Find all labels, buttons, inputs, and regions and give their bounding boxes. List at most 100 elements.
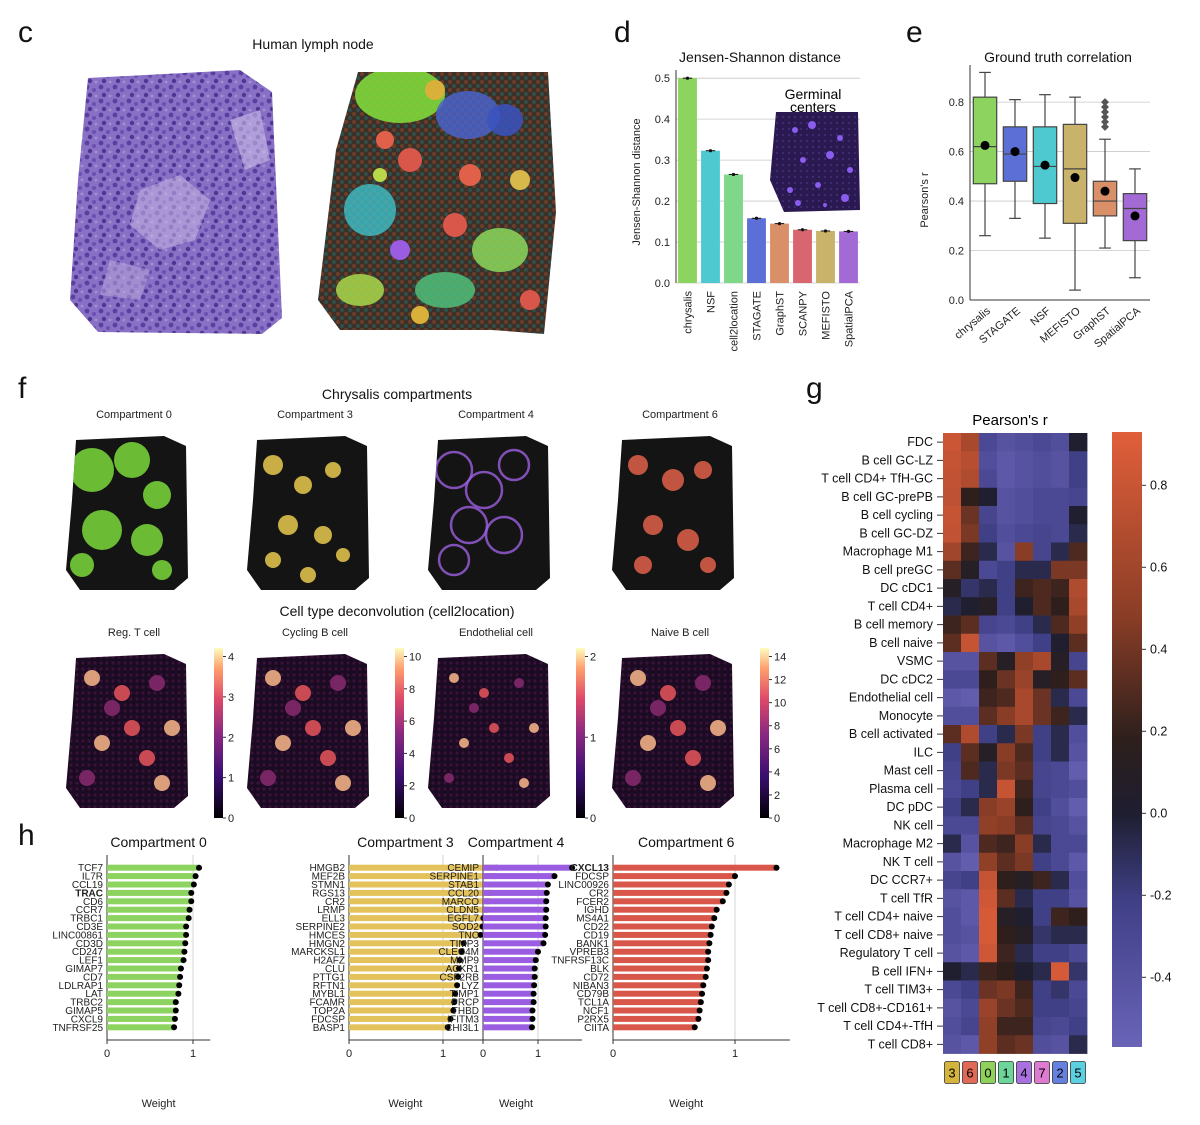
hbar-point bbox=[697, 999, 704, 1006]
heatmap-cell bbox=[1051, 1017, 1070, 1036]
signal-blob bbox=[643, 515, 663, 535]
bar-SCANPY bbox=[793, 229, 812, 283]
mean-point bbox=[1070, 173, 1080, 183]
row-label: T cell TIM3+ bbox=[864, 983, 933, 997]
heatmap-cell bbox=[1051, 542, 1070, 562]
abundance-spot bbox=[650, 700, 666, 716]
heatmap-cell bbox=[1033, 998, 1052, 1018]
mean-point bbox=[1010, 147, 1020, 157]
row-label: Endothelial cell bbox=[849, 691, 933, 705]
heatmap-cell bbox=[1069, 944, 1088, 963]
heatmap-cell bbox=[1051, 633, 1070, 653]
heatmap-cell bbox=[979, 487, 998, 507]
heatmap-cell bbox=[1015, 487, 1034, 507]
heatmap-cell bbox=[1069, 670, 1088, 689]
gene-label: NCF1 bbox=[583, 1006, 610, 1017]
heatmap-cell bbox=[1051, 761, 1070, 781]
heatmap-cell bbox=[997, 579, 1016, 598]
column-label: 4 bbox=[1020, 1066, 1027, 1081]
heatmap-cell bbox=[1015, 962, 1034, 981]
row-label: Macrophage M2 bbox=[843, 837, 933, 851]
abundance-spot bbox=[275, 735, 291, 751]
gene-label: IL7R bbox=[82, 872, 103, 883]
row-label: DC CCR7+ bbox=[870, 873, 933, 887]
heatmap-cell bbox=[1051, 652, 1070, 671]
heatmap-cell bbox=[1033, 597, 1052, 616]
colorbar-tick: 10 bbox=[774, 698, 786, 710]
hbar-point bbox=[455, 973, 462, 980]
heatmap-cell bbox=[979, 633, 998, 653]
panel-label-g: g bbox=[806, 372, 823, 405]
heatmap-cell bbox=[1069, 980, 1088, 1000]
heatmap-cell bbox=[1069, 542, 1088, 562]
gene-label: GIMAP5 bbox=[65, 1006, 103, 1017]
chart-e-boxes bbox=[972, 71, 1148, 291]
heatmap-cell bbox=[997, 761, 1016, 781]
hbar-point bbox=[543, 889, 550, 896]
heatmap-cell bbox=[1069, 524, 1088, 543]
heatmap-cell bbox=[1015, 761, 1034, 781]
heatmap-cell bbox=[1069, 706, 1088, 726]
heatmap-cell bbox=[1051, 469, 1070, 489]
gene-label: LINC00861 bbox=[52, 930, 103, 941]
colorbar-tick: 4 bbox=[774, 767, 780, 779]
gene-label: SERPINE1 bbox=[430, 872, 480, 883]
colorbar-tick: 0 bbox=[409, 813, 415, 825]
heatmap-cell bbox=[961, 542, 980, 562]
heatmap-cell bbox=[961, 652, 980, 671]
heatmap-cell bbox=[1015, 615, 1034, 635]
hbar-title: Compartment 3 bbox=[357, 834, 454, 850]
hbar-TIMP1 bbox=[483, 990, 534, 997]
heatmap-cell bbox=[943, 779, 962, 799]
gene-label: THBD bbox=[452, 1006, 479, 1017]
heatmap-cell bbox=[943, 652, 962, 671]
compartment-title: Compartment 4 bbox=[458, 409, 534, 421]
heatmap-cell bbox=[943, 706, 962, 726]
heatmap-cell bbox=[961, 579, 980, 598]
box-chrysalis bbox=[972, 71, 998, 237]
gene-label: TCF7 bbox=[78, 863, 103, 874]
colorbar-tick: 8 bbox=[409, 684, 415, 696]
heatmap-cell bbox=[1015, 469, 1034, 489]
x-tick-label: 1 bbox=[535, 1048, 541, 1060]
heatmap-cells bbox=[943, 433, 1088, 1054]
gene-label: CLU bbox=[325, 964, 345, 975]
hbar-point bbox=[477, 931, 484, 938]
heatmap-cell bbox=[1069, 779, 1088, 799]
heatmap-cell bbox=[979, 725, 998, 744]
gene-label: CD22 bbox=[583, 922, 609, 933]
heatmap-cell bbox=[1051, 743, 1070, 762]
heatmap-cell bbox=[943, 615, 962, 635]
heatmap-cell bbox=[1033, 834, 1052, 854]
bar-cell2location bbox=[724, 174, 743, 283]
colorbar-tick: 0.4 bbox=[1150, 642, 1167, 656]
row-label: Macrophage M1 bbox=[843, 545, 933, 559]
row-label: ILC bbox=[914, 745, 933, 759]
heatmap-cell bbox=[1069, 743, 1088, 762]
heatmap-cell bbox=[1033, 889, 1052, 908]
heatmap-cell bbox=[1051, 615, 1070, 635]
gene-label: TNFRSF25 bbox=[52, 1023, 103, 1034]
chart-e-ylabel: Pearson's r bbox=[919, 172, 931, 228]
hbar-LRMP bbox=[349, 906, 487, 913]
abundance-spot bbox=[320, 750, 336, 766]
inset-label-line1: Germinal bbox=[785, 86, 842, 102]
gene-label: CD72 bbox=[583, 972, 609, 983]
gene-label: MS4A1 bbox=[576, 914, 609, 925]
heatmap-cell bbox=[1051, 889, 1070, 908]
outlier bbox=[1101, 98, 1109, 107]
heatmap-cell bbox=[961, 725, 980, 744]
row-label: T cell CD4+-TfH bbox=[843, 1019, 933, 1033]
hbar-point bbox=[543, 898, 550, 905]
row-label: DC pDC bbox=[886, 800, 933, 814]
heatmap-cell bbox=[943, 579, 962, 598]
abundance-spot bbox=[700, 775, 716, 791]
signal-blob bbox=[70, 448, 114, 492]
hbar-CXCL9 bbox=[107, 1015, 175, 1022]
hbar-point bbox=[732, 873, 738, 880]
heatmap-cell bbox=[961, 633, 980, 653]
compartment-maps: Compartment 0 Compartment 3 Compartment 4 C… bbox=[66, 409, 734, 590]
heatmap-cell bbox=[961, 889, 980, 908]
heatmap-cell bbox=[1051, 560, 1070, 580]
heatmap-cell bbox=[1033, 506, 1052, 525]
